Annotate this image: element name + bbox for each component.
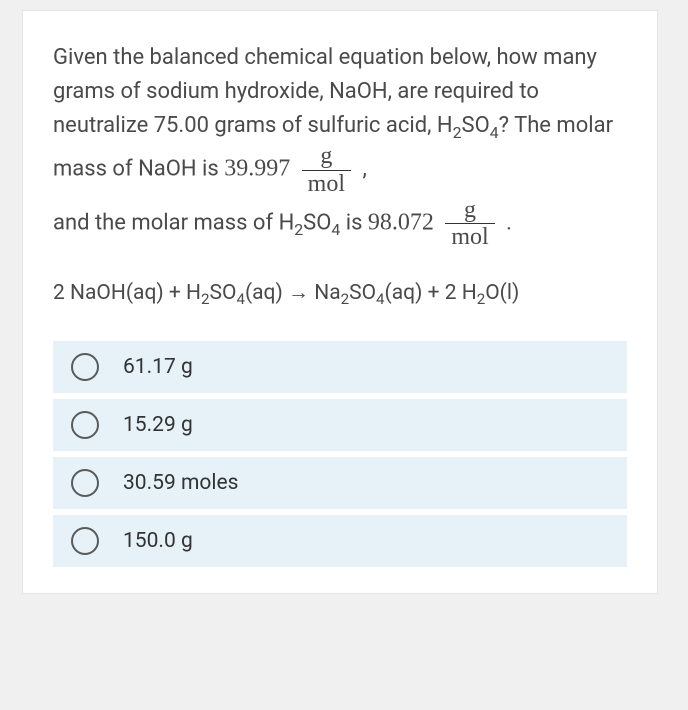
eq-part: SO xyxy=(210,281,237,305)
unit-fraction: g mol xyxy=(445,197,494,251)
h2so4-molar-mass: 98.072 xyxy=(368,210,434,236)
frac-num: g xyxy=(302,143,351,170)
q-line3-post: is xyxy=(340,211,368,236)
answer-option[interactable]: 61.17 g xyxy=(53,341,627,393)
radio-icon[interactable] xyxy=(71,353,99,381)
option-label: 61.17 g xyxy=(123,355,193,379)
q-comma: , xyxy=(357,157,367,182)
q-sub: 4 xyxy=(490,123,499,142)
chemical-equation: 2 NaOH(aq) + H2SO4(aq) → Na2SO4(aq) + 2 … xyxy=(53,281,627,305)
q-sub: 4 xyxy=(331,220,340,239)
frac-den: mol xyxy=(302,171,351,197)
option-label: 15.29 g xyxy=(123,413,193,437)
eq-sub: 4 xyxy=(376,290,385,308)
option-label: 30.59 moles xyxy=(123,471,238,495)
answer-options: 61.17 g 15.29 g 30.59 moles 150.0 g xyxy=(53,341,627,567)
answer-option[interactable]: 15.29 g xyxy=(53,399,627,451)
frac-num: g xyxy=(445,197,494,224)
q-line3-pre: and the molar mass of H xyxy=(53,211,294,236)
question-text: Given the balanced chemical equation bel… xyxy=(53,41,627,251)
frac-den: mol xyxy=(445,224,494,250)
answer-option[interactable]: 30.59 moles xyxy=(53,457,627,509)
eq-sub: 2 xyxy=(477,290,486,308)
radio-icon[interactable] xyxy=(71,411,99,439)
radio-icon[interactable] xyxy=(71,527,99,555)
eq-part: 2 NaOH(aq) + H xyxy=(53,281,201,305)
eq-part: SO xyxy=(349,281,376,305)
eq-part: (aq) → Na xyxy=(245,281,341,305)
q-period: . xyxy=(501,211,512,236)
radio-icon[interactable] xyxy=(71,469,99,497)
eq-sub: 2 xyxy=(201,290,210,308)
q-sub: 2 xyxy=(294,220,303,239)
eq-sub: 2 xyxy=(341,290,350,308)
answer-option[interactable]: 150.0 g xyxy=(53,515,627,567)
q-sub: 2 xyxy=(453,123,462,142)
q-mid: SO xyxy=(462,113,490,138)
eq-part: (aq) + 2 H xyxy=(385,281,477,305)
unit-fraction: g mol xyxy=(302,143,351,197)
option-label: 150.0 g xyxy=(123,529,193,553)
question-card: Given the balanced chemical equation bel… xyxy=(22,10,658,594)
q-line3-mid: SO xyxy=(303,211,331,236)
naoh-molar-mass: 39.997 xyxy=(224,156,290,182)
eq-part: O(l) xyxy=(485,281,519,305)
eq-sub: 4 xyxy=(236,290,245,308)
